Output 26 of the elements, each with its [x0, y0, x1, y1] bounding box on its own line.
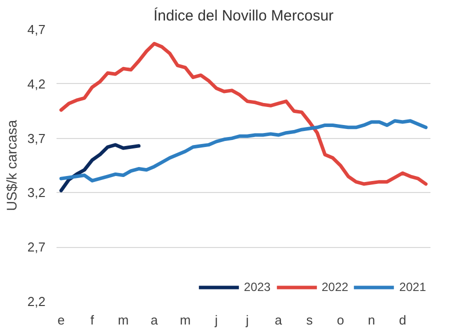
y-tick-label: 4,7 — [27, 22, 46, 37]
x-tick-label: m — [180, 312, 191, 328]
legend-label: 2022 — [322, 280, 348, 294]
line-series — [59, 143, 140, 192]
x-tick-label: f — [90, 312, 94, 328]
legend-label: 2023 — [244, 280, 271, 294]
x-tick-label: a — [274, 312, 283, 328]
x-tick-label: o — [336, 312, 344, 328]
x-tick-label: d — [398, 312, 406, 328]
y-tick-label: 3,7 — [27, 130, 46, 146]
x-tick-label: n — [368, 312, 376, 328]
y-axis-title: US$/k carcasa — [3, 120, 20, 212]
x-tick-label: j — [214, 312, 218, 328]
x-tick-label: e — [58, 312, 65, 328]
y-tick-label: 2,7 — [27, 240, 46, 255]
y-tick-label: 3,2 — [27, 185, 46, 200]
x-tick-label: j — [244, 312, 249, 328]
legend-label: 2021 — [399, 280, 426, 294]
line-series — [59, 42, 428, 186]
x-tick-label: m — [118, 312, 129, 328]
x-tick-label: s — [306, 312, 314, 328]
line-series — [59, 119, 428, 182]
y-tick-label: 4,2 — [27, 76, 46, 92]
x-tick-label: a — [150, 312, 159, 328]
chart-title: Índice del Novillo Mercosur — [153, 6, 334, 24]
y-tick-label: 2,2 — [27, 294, 46, 309]
